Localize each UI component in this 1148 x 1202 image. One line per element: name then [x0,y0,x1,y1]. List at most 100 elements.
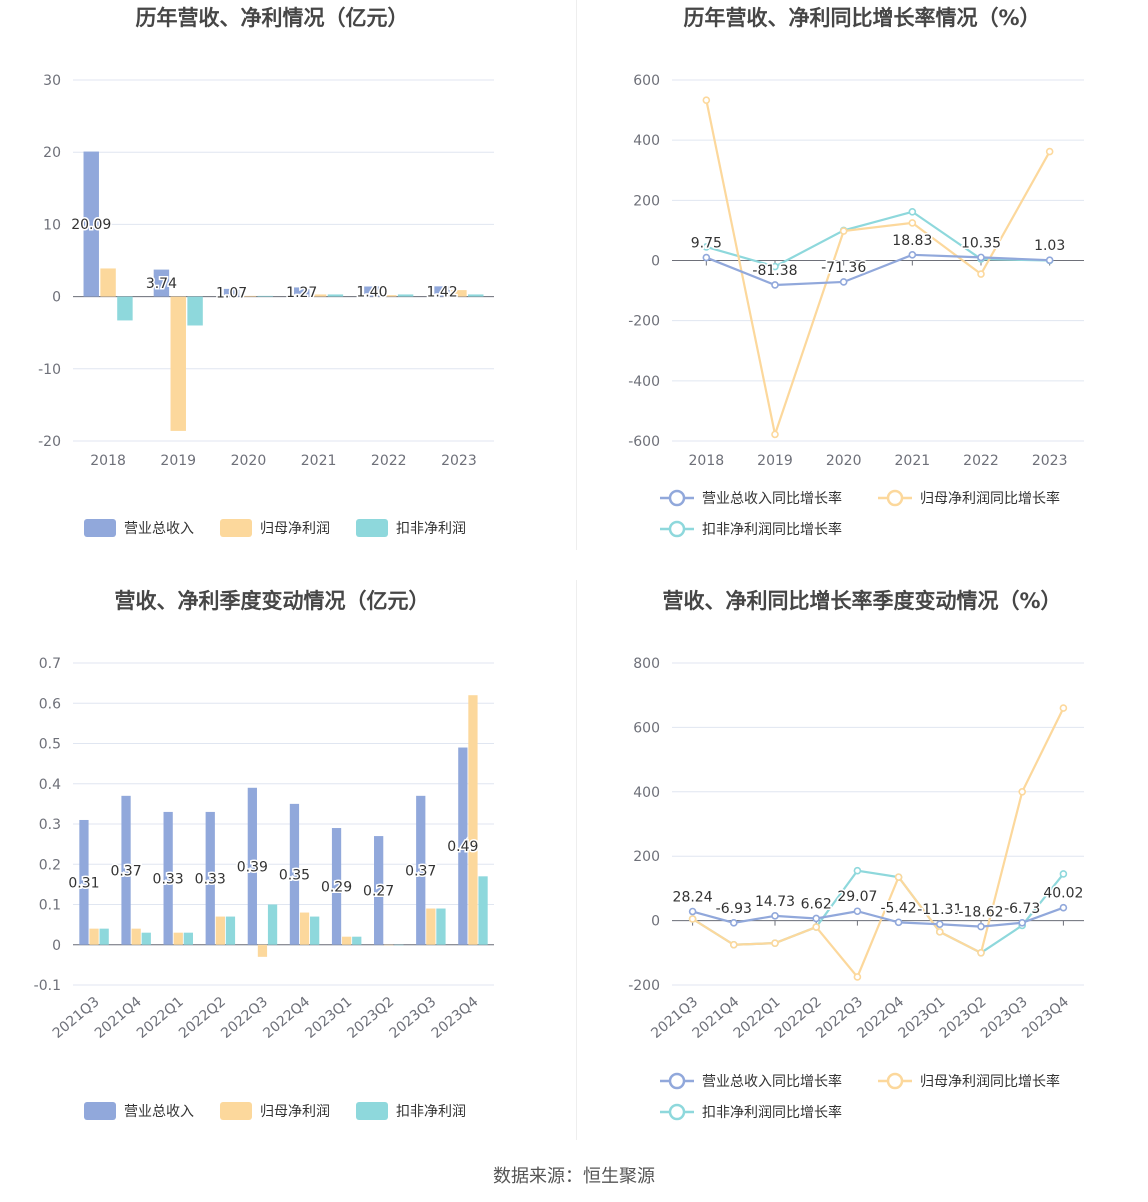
legend-label: 扣非净利润 [396,521,466,537]
y-tick-label: 0.7 [39,656,61,672]
data-label: 0.31 [68,875,99,891]
y-tick-label: -200 [628,978,660,994]
series-point [702,96,711,104]
legend-item[interactable]: 归母净利润同比增长率 [878,489,1060,507]
data-label: 28.24 [673,890,713,906]
y-tick-label: 30 [43,73,61,89]
legend-item[interactable]: 归母净利润同比增长率 [878,1072,1060,1090]
data-label: 0.33 [195,871,226,887]
series-line-revenue [692,906,1064,928]
y-tick-label: -600 [628,434,660,450]
series-point [908,207,917,216]
data-label: -18.62 [958,905,1003,921]
legend-swatch [220,1102,252,1120]
x-tick-label: 2023 [441,453,477,469]
legend-swatch [356,1102,388,1120]
series-point [702,253,711,262]
legend-swatch [84,519,116,537]
series-line-revenue [705,253,1050,287]
y-tick-label: 0.2 [39,857,61,873]
legend-label: 归母净利润同比增长率 [920,1073,1060,1090]
legend-item[interactable]: 扣非净利润 [356,519,466,537]
bar-deducted-profit [478,876,488,945]
series-point [1059,903,1068,912]
bar-deducted-profit [99,928,109,945]
legend-item[interactable]: 营业总收入同比增长率 [660,489,842,507]
legend-item[interactable]: 归母净利润 [220,1102,330,1120]
legend-item[interactable]: 营业总收入 [84,1102,194,1120]
legend-label: 扣非净利润 [396,1104,466,1120]
bar-deducted-profit [394,944,404,946]
series-point [812,914,820,923]
data-label: 29.07 [837,889,877,905]
x-tick-label: 2018 [689,453,725,469]
legend-swatch [84,1102,116,1120]
bar-net-profit [426,908,436,945]
legend-swatch [356,519,388,537]
legend-item[interactable]: 营业总收入同比增长率 [660,1072,842,1090]
bar-revenue [294,287,310,297]
data-label: 1.03 [1034,238,1065,254]
x-tick-label: 2023Q4 [429,994,482,1042]
series-point [935,920,944,929]
data-label: 14.73 [755,894,795,910]
y-tick-label: 400 [633,785,660,801]
x-tick-label: 2022Q2 [176,994,229,1042]
data-label: 18.83 [892,233,932,249]
series-point [908,219,917,227]
bar-deducted-profit [267,904,278,945]
legend-item[interactable]: 扣非净利润 [356,1102,466,1120]
x-tick-label: 2023 [1032,453,1068,469]
data-label: -81.38 [752,263,797,279]
y-tick-label: 0.5 [39,737,61,753]
x-tick-label: 2023Q1 [302,994,355,1042]
bar-revenue [223,288,240,297]
legend-label: 营业总收入 [124,1104,194,1120]
x-tick-label: 2019 [160,453,196,469]
series-point [702,243,711,251]
data-label: 6.62 [801,896,832,912]
bar-deducted-profit [310,916,320,945]
bar-net-profit [299,912,310,945]
x-tick-label: 2023Q4 [1019,994,1072,1042]
legend-swatch-marker [886,489,904,507]
series-point [1018,918,1027,927]
legend-item[interactable]: 扣非净利润同比增长率 [660,1103,842,1121]
series-point [688,915,697,923]
legend-swatch-marker [668,520,686,538]
legend-label: 归母净利润 [260,520,330,537]
y-tick-label: 0.6 [39,696,61,712]
quarterly-amounts-chart: 营收、净利季度变动情况（亿元） -0.1 0 0.1 0.2 0.3 0.4 0.5 0.6 0.… [34,589,494,1120]
series-line-net-profit [692,707,1065,980]
chart-title: 营收、净利季度变动情况（亿元） [115,589,430,613]
series-point [771,939,779,947]
y-tick-label: -0.1 [34,978,61,994]
series-line-net-profit [705,99,1051,439]
bar-net-profit [170,296,186,431]
annual-growth-chart: 历年营收、净利同比增长率情况（%） -600 -400 -200 0 200 400 600 2… [628,6,1084,538]
series-point [853,973,862,981]
series-point [977,922,985,931]
series-point [1059,704,1068,712]
y-tick-label: 0 [651,254,660,270]
data-label: -6.73 [1004,901,1040,917]
chart-title: 历年营收、净利情况（亿元） [136,6,409,30]
y-tick-label: -200 [628,314,660,330]
x-tick-label: 2022Q3 [218,994,271,1042]
legend-item[interactable]: 营业总收入 [84,519,194,537]
series-point [977,270,985,278]
series-point [977,948,985,957]
bar-deducted-profit [117,296,133,321]
legend-item[interactable]: 扣非净利润同比增长率 [660,520,842,538]
bar-revenue [83,151,99,297]
series-point [894,918,903,927]
bar-revenue [434,286,450,297]
bar-net-profit [310,294,327,297]
y-tick-label: 0.1 [39,898,61,914]
legend-item[interactable]: 归母净利润 [220,519,330,537]
annual-amounts-chart: 历年营收、净利情况（亿元） -20 -10 0 10 20 30 2018 2019 2020 20… [38,6,494,537]
annual-growth-panel: 历年营收、净利同比增长率情况（%） -600 -400 -200 0 200 400 600 2… [574,0,1148,580]
data-label: 0.29 [321,879,352,895]
bar-net-profit [381,295,397,297]
vertical-divider-top [576,0,577,550]
